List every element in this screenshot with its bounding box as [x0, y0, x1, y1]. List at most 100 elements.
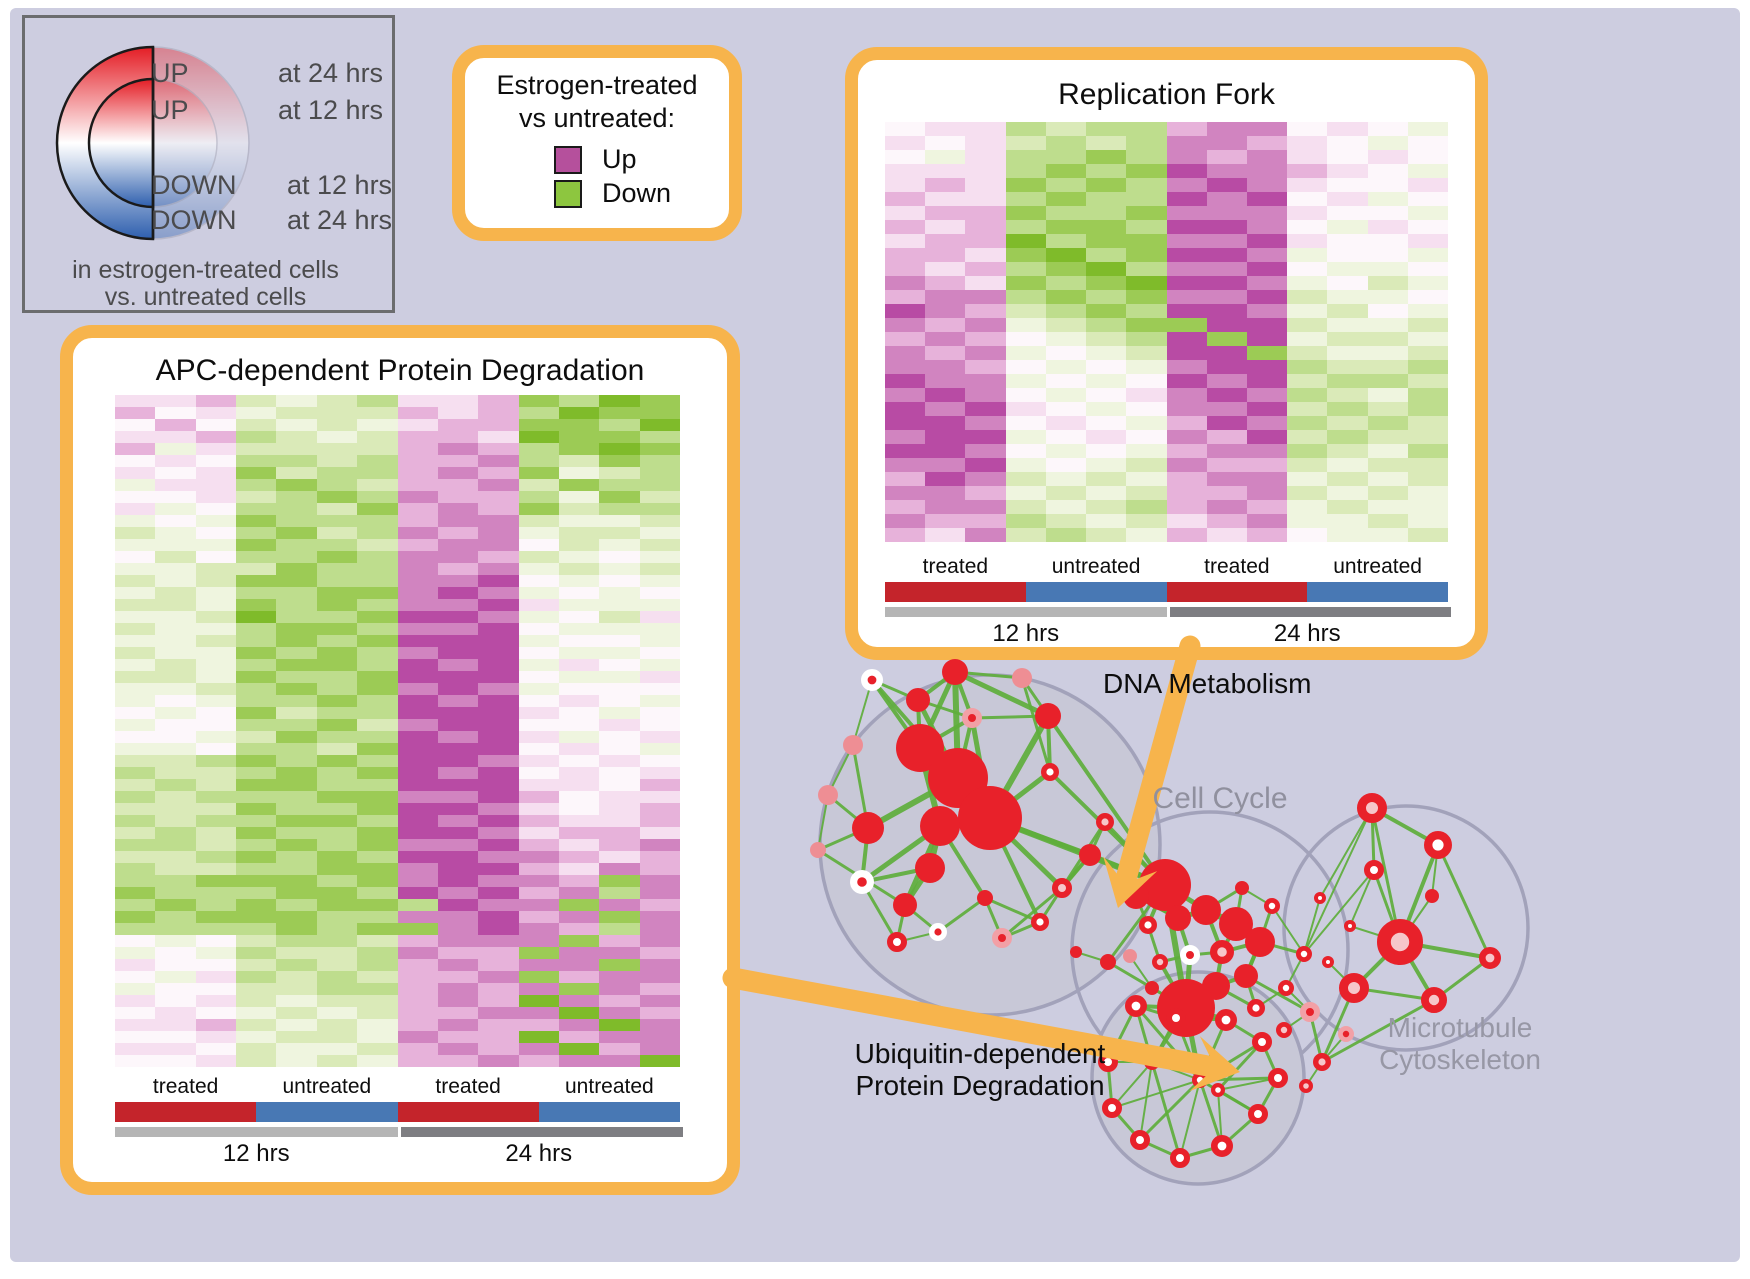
heatmap-cell	[965, 304, 1006, 318]
heatmap-cell	[236, 839, 277, 851]
heatmap-cell	[195, 731, 237, 743]
heatmap-cell	[1206, 458, 1247, 472]
heatmap-cell	[885, 122, 926, 136]
heatmap-cell	[1287, 234, 1328, 248]
heatmap-cell	[437, 491, 479, 503]
heatmap-cell	[357, 1031, 398, 1043]
heatmap-cell	[437, 647, 479, 659]
heatmap-cell	[115, 659, 156, 671]
gene-node	[1296, 946, 1313, 963]
heatmap-cell	[1166, 444, 1207, 458]
heatmap-cell	[639, 923, 680, 935]
heatmap-cell	[965, 290, 1006, 304]
heatmap-cell	[639, 947, 680, 959]
heatmap-cell	[195, 923, 237, 935]
heatmap-cell	[236, 851, 277, 863]
updown-row-time: at 24 hrs	[278, 58, 384, 88]
heatmap-cell	[276, 995, 317, 1007]
heatmap-cell	[639, 467, 680, 479]
heatmap-cell	[1166, 262, 1207, 276]
heatmap-cell	[558, 731, 600, 743]
heatmap-cell	[1045, 430, 1087, 444]
heatmap-cell	[155, 755, 196, 767]
heatmap-cell	[155, 611, 196, 623]
heatmap-cell	[1287, 430, 1328, 444]
heatmap-cell	[965, 528, 1006, 542]
heatmap-cell	[1367, 528, 1408, 542]
network-edge	[1436, 843, 1492, 960]
heatmap-cell	[1367, 514, 1408, 528]
heatmap-cell	[639, 683, 680, 695]
gene-node	[1211, 1135, 1234, 1158]
heatmap-cell	[558, 923, 600, 935]
heatmap-cell	[478, 419, 519, 431]
heatmap-cell	[1126, 178, 1167, 192]
heatmap-cell	[558, 839, 600, 851]
heatmap-cell	[1206, 206, 1247, 220]
heatmap-cell	[437, 803, 479, 815]
heatmap-cell	[925, 500, 966, 514]
heatmap-cell	[437, 767, 479, 779]
network-edge	[1217, 1077, 1279, 1091]
heatmap-cell	[1327, 248, 1368, 262]
heatmap-cell	[1367, 290, 1408, 304]
heatmap-cell	[155, 467, 196, 479]
heatmap-cell	[195, 467, 237, 479]
heatmap-cell	[155, 983, 196, 995]
heatmap-cell	[518, 635, 559, 647]
heatmap-cell	[965, 164, 1006, 178]
heatmap-cell	[1045, 262, 1087, 276]
heatmap-cell	[195, 671, 237, 683]
heatmap-cell	[558, 1031, 600, 1043]
heatmap-cell	[115, 779, 156, 791]
heatmap-cell	[1367, 374, 1408, 388]
heatmap-cell	[155, 599, 196, 611]
heatmap-cell	[478, 515, 519, 527]
heatmap-cell	[478, 1031, 519, 1043]
heatmap-cell	[155, 815, 196, 827]
heatmap-cell	[195, 707, 237, 719]
heatmap-cell	[357, 683, 398, 695]
heatmap-cell	[1246, 290, 1288, 304]
heatmap-cell	[357, 791, 398, 803]
heatmap-cell	[965, 122, 1006, 136]
heatmap-cell	[1166, 402, 1207, 416]
heatmap-cell	[357, 491, 398, 503]
heatmap-cell	[478, 479, 519, 491]
network-edge	[936, 896, 987, 934]
heatmap-cell	[1086, 122, 1127, 136]
heatmap-cell	[558, 755, 600, 767]
heatmap-cell	[639, 587, 680, 599]
heatmap-cell	[599, 671, 640, 683]
heatmap-cell	[276, 1055, 317, 1067]
heatmap-cell	[558, 719, 600, 731]
heatmap-cell	[1367, 444, 1408, 458]
heatmap-cell	[885, 528, 926, 542]
heatmap-cell	[639, 431, 680, 443]
heatmap-cell	[316, 767, 358, 779]
heatmap-cell	[316, 1043, 358, 1055]
heatmap-cell	[115, 971, 156, 983]
panel-to-cluster-arrow-shaft	[722, 967, 1217, 1077]
heatmap-cell	[1367, 402, 1408, 416]
heatmap-cell	[1246, 416, 1288, 430]
heatmap-cell	[1045, 276, 1087, 290]
heatmap-cell	[639, 515, 680, 527]
heatmap-cell	[639, 407, 680, 419]
heatmap-cell	[1327, 262, 1368, 276]
heatmap-cell	[276, 455, 317, 467]
heatmap-cell	[478, 743, 519, 755]
heatmap-cell	[558, 995, 600, 1007]
heatmap-cell	[1005, 136, 1046, 150]
heatmap-cell	[357, 467, 398, 479]
heatmap-cell	[316, 1019, 358, 1031]
heatmap-cell	[437, 719, 479, 731]
heatmap-cell	[639, 815, 680, 827]
heatmap-cell	[437, 995, 479, 1007]
heatmap-cell	[276, 575, 317, 587]
heatmap-cell	[1086, 430, 1127, 444]
heatmap-cell	[1367, 346, 1408, 360]
heatmap-cell	[1005, 402, 1046, 416]
heatmap-cell	[1407, 178, 1448, 192]
heatmap-cell	[357, 815, 398, 827]
